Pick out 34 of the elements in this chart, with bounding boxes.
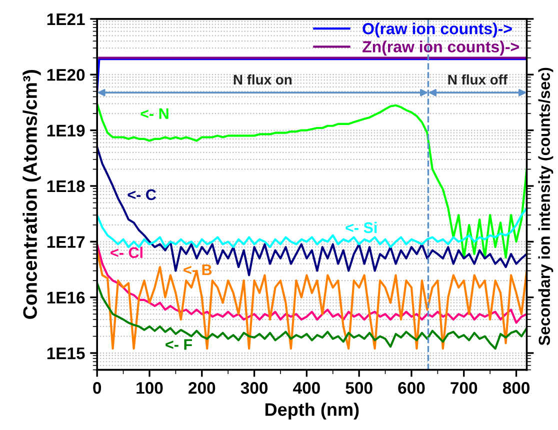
annotation: N flux on [234, 74, 292, 85]
series-label: <- B [184, 264, 212, 276]
x-tick-label: 0 [93, 382, 102, 394]
y-tick-label: 1E17 [47, 236, 85, 248]
y-tick-label: 1E19 [47, 124, 85, 136]
x-tick-label: 600 [398, 382, 425, 394]
x-tick-label: 700 [450, 382, 478, 394]
x-tick-label: 200 [188, 382, 216, 394]
y-tick-label: 1E18 [47, 180, 85, 192]
line-series [97, 146, 527, 276]
y-tick-label: 1E16 [47, 292, 85, 304]
series-label: <- Cl [110, 246, 142, 258]
x-tick-label: 400 [293, 382, 320, 394]
series-label: <- Si [346, 222, 377, 234]
y-tick-label: 1E21 [47, 13, 85, 25]
x-tick-label: 500 [346, 382, 372, 394]
line-series [97, 207, 527, 248]
x-axis-title: Depth (nm) [265, 402, 359, 420]
legend-label: O(raw ion counts)-> [362, 22, 512, 38]
legend-label: Zn(raw ion counts)-> [362, 40, 519, 56]
series-label: <- F [166, 339, 192, 350]
x-tick-label: 800 [502, 382, 530, 394]
line-series [97, 102, 527, 259]
y2-axis-title: Secondary ion intensity (counts/sec) [538, 68, 554, 346]
x-tick-label: 100 [136, 382, 163, 394]
x-tick-label: 300 [240, 382, 268, 394]
y-tick-label: 1E15 [47, 348, 85, 360]
y-tick-label: 1E20 [47, 69, 85, 81]
annotation: N flux off [448, 74, 508, 85]
series-label: <- N [140, 108, 168, 119]
y-axis-title: Concentration (Atoms/cm³) [22, 70, 41, 319]
line-series [97, 243, 527, 324]
series-label: <- C [128, 189, 156, 200]
line-series [97, 282, 527, 350]
